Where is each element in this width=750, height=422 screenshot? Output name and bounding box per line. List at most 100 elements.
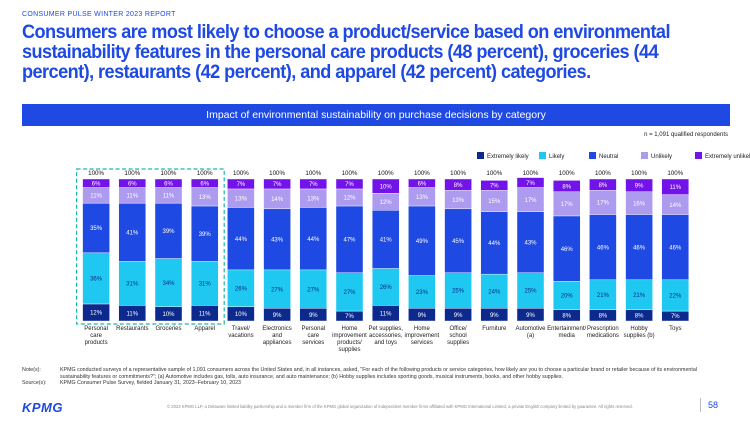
data-label: 39% [162, 229, 175, 235]
category-label: products [85, 340, 108, 346]
category-label: improvement [405, 333, 440, 339]
bar-segment [154, 258, 183, 308]
legal-text: © 2023 KPMG LLP, a Delaware limited liab… [167, 404, 633, 409]
data-label: 6% [128, 181, 137, 187]
source-label: Source(s): [22, 380, 47, 387]
data-label: 9% [273, 313, 282, 319]
total-label: 100% [197, 170, 213, 177]
data-label: 11% [380, 311, 392, 317]
category-label: (a) [527, 333, 534, 339]
category-label: Electronics [262, 326, 291, 332]
bar-segment [82, 202, 110, 254]
data-label: 26% [235, 287, 248, 293]
data-label: 31% [199, 282, 212, 288]
highlight-box [75, 168, 225, 325]
category-label: Restaurants [116, 326, 148, 332]
bar-segment [372, 268, 400, 306]
bar-segment [263, 269, 291, 309]
legend-label: Neutral [599, 154, 618, 160]
page-number: 58 [708, 400, 719, 410]
data-label: 13% [307, 196, 320, 202]
data-label: 46% [669, 245, 682, 251]
data-label: 7% [671, 314, 680, 320]
chart-title: Impact of environmental sustainability o… [22, 104, 730, 126]
category-label: medications [587, 333, 619, 339]
data-label: 9% [635, 184, 644, 190]
data-label: 21% [633, 293, 646, 299]
source-text: KPMG Consumer Pulse Survey, fielded Janu… [60, 380, 241, 387]
data-label: 44% [307, 237, 320, 243]
bar-segment [553, 215, 581, 282]
data-label: 44% [488, 241, 501, 247]
note-label: Note(s): [22, 367, 41, 373]
category-label: Office/ [449, 326, 467, 332]
legend-label: Unlikely [651, 154, 672, 160]
category-label: appliances [263, 340, 292, 346]
data-label: 31% [126, 282, 139, 288]
category-label: Personal [301, 326, 325, 332]
data-label: 9% [490, 313, 499, 319]
data-label: 8% [454, 183, 463, 189]
data-label: 27% [307, 287, 320, 293]
total-label: 100% [342, 170, 358, 177]
category-label: Personal [84, 326, 108, 332]
data-label: 9% [526, 313, 535, 319]
bar-segment [190, 205, 219, 262]
data-label: 11% [670, 185, 682, 191]
category-label: care [307, 333, 319, 339]
category-label: Automotive [515, 326, 546, 332]
bar-segment [516, 177, 545, 188]
bar-segment [625, 178, 653, 192]
data-label: 49% [416, 239, 429, 245]
notes-block: Note(s): KPMG conducted surveys of a rep… [22, 367, 722, 387]
data-label: 11% [127, 194, 139, 200]
data-label: 9% [309, 313, 318, 319]
data-label: 7% [490, 184, 499, 190]
data-label: 7% [526, 181, 535, 187]
data-label: 47% [343, 238, 356, 244]
bar-segment [82, 178, 110, 188]
category-label: Entertainment/ [547, 326, 586, 332]
bar-segment [661, 279, 689, 312]
total-label: 100% [414, 170, 430, 177]
data-label: 9% [418, 313, 427, 319]
data-label: 11% [127, 311, 139, 317]
legend-swatch [589, 152, 596, 159]
category-label: services [302, 340, 324, 346]
bar-segment [589, 190, 617, 215]
data-label: 11% [199, 311, 211, 317]
data-label: 13% [416, 195, 429, 201]
data-label: 6% [92, 181, 101, 187]
data-label: 36% [90, 277, 103, 283]
bar-segment [263, 178, 291, 190]
category-label: accessories, [369, 333, 403, 339]
bar-segment [154, 202, 183, 259]
bar-segment [480, 180, 508, 191]
total-label: 100% [559, 170, 575, 177]
bar-segment [227, 207, 255, 271]
data-label: 11% [163, 194, 175, 200]
data-label: 10% [380, 184, 393, 190]
category-label: Furniture [482, 326, 507, 332]
bar-segment [480, 273, 508, 309]
total-label: 100% [667, 170, 683, 177]
category-label: supplies (b) [624, 333, 655, 339]
data-label: 16% [633, 201, 646, 207]
bar-segment [516, 187, 545, 212]
bar-segment [118, 261, 147, 306]
bar-segment [299, 269, 327, 309]
legend-swatch [539, 152, 546, 159]
data-label: 27% [271, 287, 284, 293]
bar-segment [190, 178, 219, 188]
total-label: 100% [305, 170, 321, 177]
data-label: 23% [416, 290, 429, 296]
bar-segment [299, 207, 327, 271]
legend-swatch [695, 152, 702, 159]
data-label: 25% [524, 289, 537, 295]
legend-swatch [477, 152, 484, 159]
data-label: 26% [380, 285, 393, 291]
bar-segment [335, 272, 364, 312]
data-label: 8% [599, 183, 608, 189]
bar-segment [299, 178, 327, 190]
category-label: Groceries [155, 326, 181, 332]
